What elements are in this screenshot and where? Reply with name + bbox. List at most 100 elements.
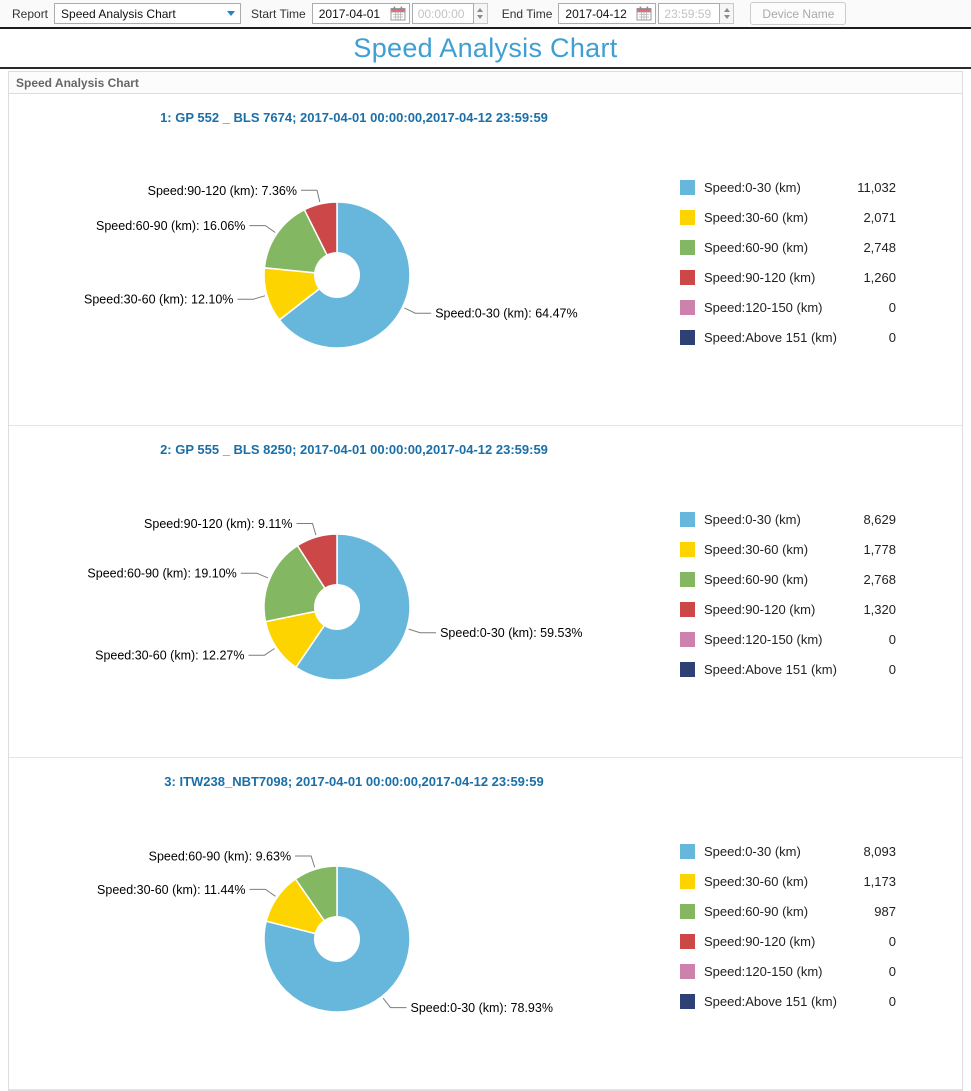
start-date-input[interactable]: 2017-04-01 [311, 3, 410, 24]
legend-value: 0 [888, 299, 896, 315]
legend-row[interactable]: Speed:Above 151 (km) 0 [680, 654, 896, 684]
legend-label: Speed:Above 151 (km) [704, 329, 837, 345]
legend-swatch-icon [680, 843, 695, 859]
start-date-value: 2017-04-01 [318, 6, 381, 21]
end-time-spinner[interactable] [720, 3, 735, 24]
legend-row[interactable]: Speed:30-60 (km) 2,071 [680, 202, 896, 232]
legend-row[interactable]: Speed:30-60 (km) 1,778 [680, 534, 896, 564]
legend-value: 0 [888, 631, 896, 647]
chart-legend: Speed:0-30 (km) 8,093 Speed:30-60 (km) 1… [680, 836, 896, 1016]
legend-label: Speed:120-150 (km) [704, 963, 823, 979]
pie-slice[interactable] [263, 208, 339, 276]
pie-slice-label: Speed:0-30 (km): 59.53% [440, 626, 582, 640]
chevron-down-icon [227, 11, 236, 16]
panel-header: Speed Analysis Chart [9, 72, 962, 94]
legend-value: 987 [874, 903, 896, 919]
report-label: Report [12, 6, 49, 21]
legend-value: 2,071 [863, 209, 896, 225]
legend-label: Speed:90-120 (km) [704, 933, 816, 949]
legend-label: Speed:0-30 (km) [704, 843, 801, 859]
legend-row[interactable]: Speed:0-30 (km) 8,629 [680, 504, 896, 534]
legend-swatch-icon [680, 963, 695, 979]
pie-label-line [296, 523, 317, 536]
page-title: Speed Analysis Chart [353, 32, 618, 63]
end-time-label: End Time [501, 6, 553, 21]
legend-label: Speed:90-120 (km) [704, 269, 816, 285]
spinner-down-icon[interactable] [723, 15, 730, 19]
legend-row[interactable]: Speed:30-60 (km) 1,173 [680, 866, 896, 896]
legend-label: Speed:30-60 (km) [704, 209, 809, 225]
end-time-input[interactable]: 23:59:59 [658, 3, 721, 24]
donut-hole [314, 584, 360, 630]
legend-label: Speed:90-120 (km) [704, 601, 816, 617]
chart-section: 3: ITW238_NBT7098; 2017-04-01 00:00:00,2… [9, 758, 962, 1090]
title-bar: Speed Analysis Chart [0, 29, 971, 69]
end-date-value: 2017-04-12 [565, 6, 627, 21]
legend-row[interactable]: Speed:0-30 (km) 11,032 [680, 172, 896, 202]
calendar-icon[interactable] [390, 6, 406, 21]
legend-row[interactable]: Speed:60-90 (km) 2,748 [680, 232, 896, 262]
start-time-input[interactable]: 00:00:00 [411, 3, 474, 24]
report-panel: Speed Analysis Chart 1: GP 552 _ BLS 767… [8, 71, 963, 1091]
legend-label: Speed:30-60 (km) [704, 873, 809, 889]
legend-label: Speed:30-60 (km) [704, 541, 809, 557]
chart-section-title: 1: GP 552 _ BLS 7674; 2017-04-01 00:00:0… [160, 110, 548, 125]
spinner-down-icon[interactable] [477, 15, 484, 19]
legend-value: 1,778 [863, 541, 896, 557]
legend-value: 1,320 [863, 601, 896, 617]
legend-row[interactable]: Speed:120-150 (km) 0 [680, 624, 896, 654]
pie-slice-label: Speed:0-30 (km): 78.93% [411, 1001, 553, 1015]
calendar-icon[interactable] [636, 6, 652, 21]
end-time-value: 23:59:59 [664, 6, 712, 21]
legend-row[interactable]: Speed:Above 151 (km) 0 [680, 986, 896, 1016]
legend-label: Speed:120-150 (km) [704, 299, 823, 315]
pie-label-line [404, 307, 432, 314]
legend-row[interactable]: Speed:60-90 (km) 987 [680, 896, 896, 926]
end-time-group: 23:59:59 [658, 3, 735, 24]
legend-swatch-icon [680, 933, 695, 949]
legend-row[interactable]: Speed:90-120 (km) 1,260 [680, 262, 896, 292]
start-time-group: 00:00:00 [411, 3, 488, 24]
legend-row[interactable]: Speed:0-30 (km) 8,093 [680, 836, 896, 866]
report-select[interactable]: Speed Analysis Chart [54, 3, 242, 24]
legend-row[interactable]: Speed:90-120 (km) 0 [680, 926, 896, 956]
legend-swatch-icon [680, 873, 695, 889]
chart-section-title: 3: ITW238_NBT7098; 2017-04-01 00:00:00,2… [164, 774, 544, 789]
legend-row[interactable]: Speed:60-90 (km) 2,768 [680, 564, 896, 594]
chart-sections-container: 1: GP 552 _ BLS 7674; 2017-04-01 00:00:0… [9, 94, 962, 1090]
chart-legend: Speed:0-30 (km) 8,629 Speed:30-60 (km) 1… [680, 504, 896, 684]
pie-label-line [408, 628, 437, 634]
pie-slice-label: Speed:60-90 (km): 16.06% [96, 219, 245, 233]
legend-swatch-icon [680, 661, 695, 677]
legend-swatch-icon [680, 903, 695, 919]
legend-label: Speed:60-90 (km) [704, 571, 809, 587]
legend-label: Speed:0-30 (km) [704, 511, 801, 527]
pie-slice-label: Speed:60-90 (km): 9.63% [149, 850, 291, 864]
legend-row[interactable]: Speed:120-150 (km) 0 [680, 956, 896, 986]
legend-swatch-icon [680, 179, 695, 195]
legend-swatch-icon [680, 299, 695, 315]
start-time-spinner[interactable] [473, 3, 488, 24]
legend-swatch-icon [680, 269, 695, 285]
legend-value: 0 [888, 661, 896, 677]
legend-value: 8,629 [863, 511, 896, 527]
device-name-button[interactable]: Device Name [750, 2, 847, 25]
pie-label-line [240, 572, 269, 579]
legend-swatch-icon [680, 541, 695, 557]
legend-value: 0 [888, 329, 896, 345]
legend-value: 2,768 [863, 571, 896, 587]
end-date-input[interactable]: 2017-04-12 [558, 3, 657, 24]
chart-legend: Speed:0-30 (km) 11,032 Speed:30-60 (km) … [680, 172, 896, 352]
legend-row[interactable]: Speed:120-150 (km) 0 [680, 292, 896, 322]
legend-value: 1,173 [863, 873, 896, 889]
spinner-up-icon[interactable] [723, 8, 730, 12]
report-select-value: Speed Analysis Chart [61, 6, 176, 21]
legend-row[interactable]: Speed:90-120 (km) 1,320 [680, 594, 896, 624]
spinner-up-icon[interactable] [477, 8, 484, 12]
pie-chart: Speed:0-30 (km): 59.53% Speed:30-60 (km):… [87, 517, 583, 681]
legend-row[interactable]: Speed:Above 151 (km) 0 [680, 322, 896, 352]
pie-slice-label: Speed:30-60 (km): 12.10% [84, 293, 233, 307]
pie-chart: Speed:0-30 (km): 64.47% Speed:30-60 (km):… [84, 184, 578, 349]
chart-section: 1: GP 552 _ BLS 7674; 2017-04-01 00:00:0… [9, 94, 962, 426]
legend-swatch-icon [680, 239, 695, 255]
